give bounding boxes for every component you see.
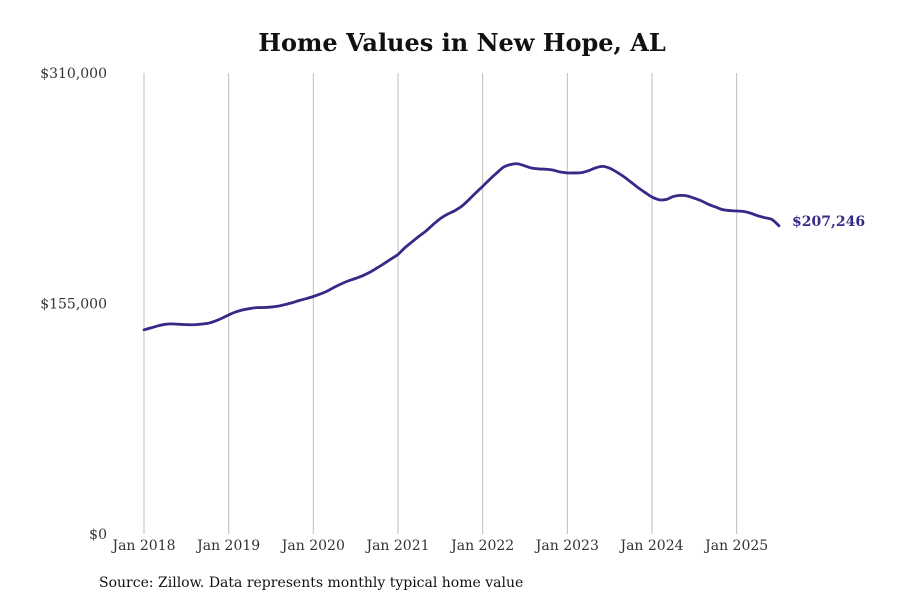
source-note: Source: Zillow. Data represents monthly … xyxy=(99,575,523,591)
last-value-label: $207,246 xyxy=(792,214,865,230)
x-tick-label: Jan 2024 xyxy=(618,538,683,554)
y-axis-ticks: $0 $155,000 $310,000 xyxy=(40,66,107,543)
x-tick-label: Jan 2025 xyxy=(703,538,768,554)
series-layer xyxy=(142,162,781,332)
chart-title: Home Values in New Hope, AL xyxy=(258,28,666,57)
x-tick-label: Jan 2021 xyxy=(364,538,429,554)
x-axis-ticks: Jan 2018 Jan 2019 Jan 2020 Jan 2021 Jan 2022… xyxy=(110,538,768,554)
x-tick-label: Jan 2019 xyxy=(195,538,260,554)
x-tick-label: Jan 2022 xyxy=(449,538,514,554)
y-tick-label: $155,000 xyxy=(40,297,107,313)
x-tick-label: Jan 2023 xyxy=(534,538,599,554)
x-tick-label: Jan 2020 xyxy=(280,538,345,554)
gridlines xyxy=(143,73,738,534)
x-tick-label: Jan 2018 xyxy=(110,538,175,554)
home-value-line xyxy=(142,162,781,332)
y-tick-label: $310,000 xyxy=(40,66,107,82)
y-tick-label: $0 xyxy=(89,527,107,543)
